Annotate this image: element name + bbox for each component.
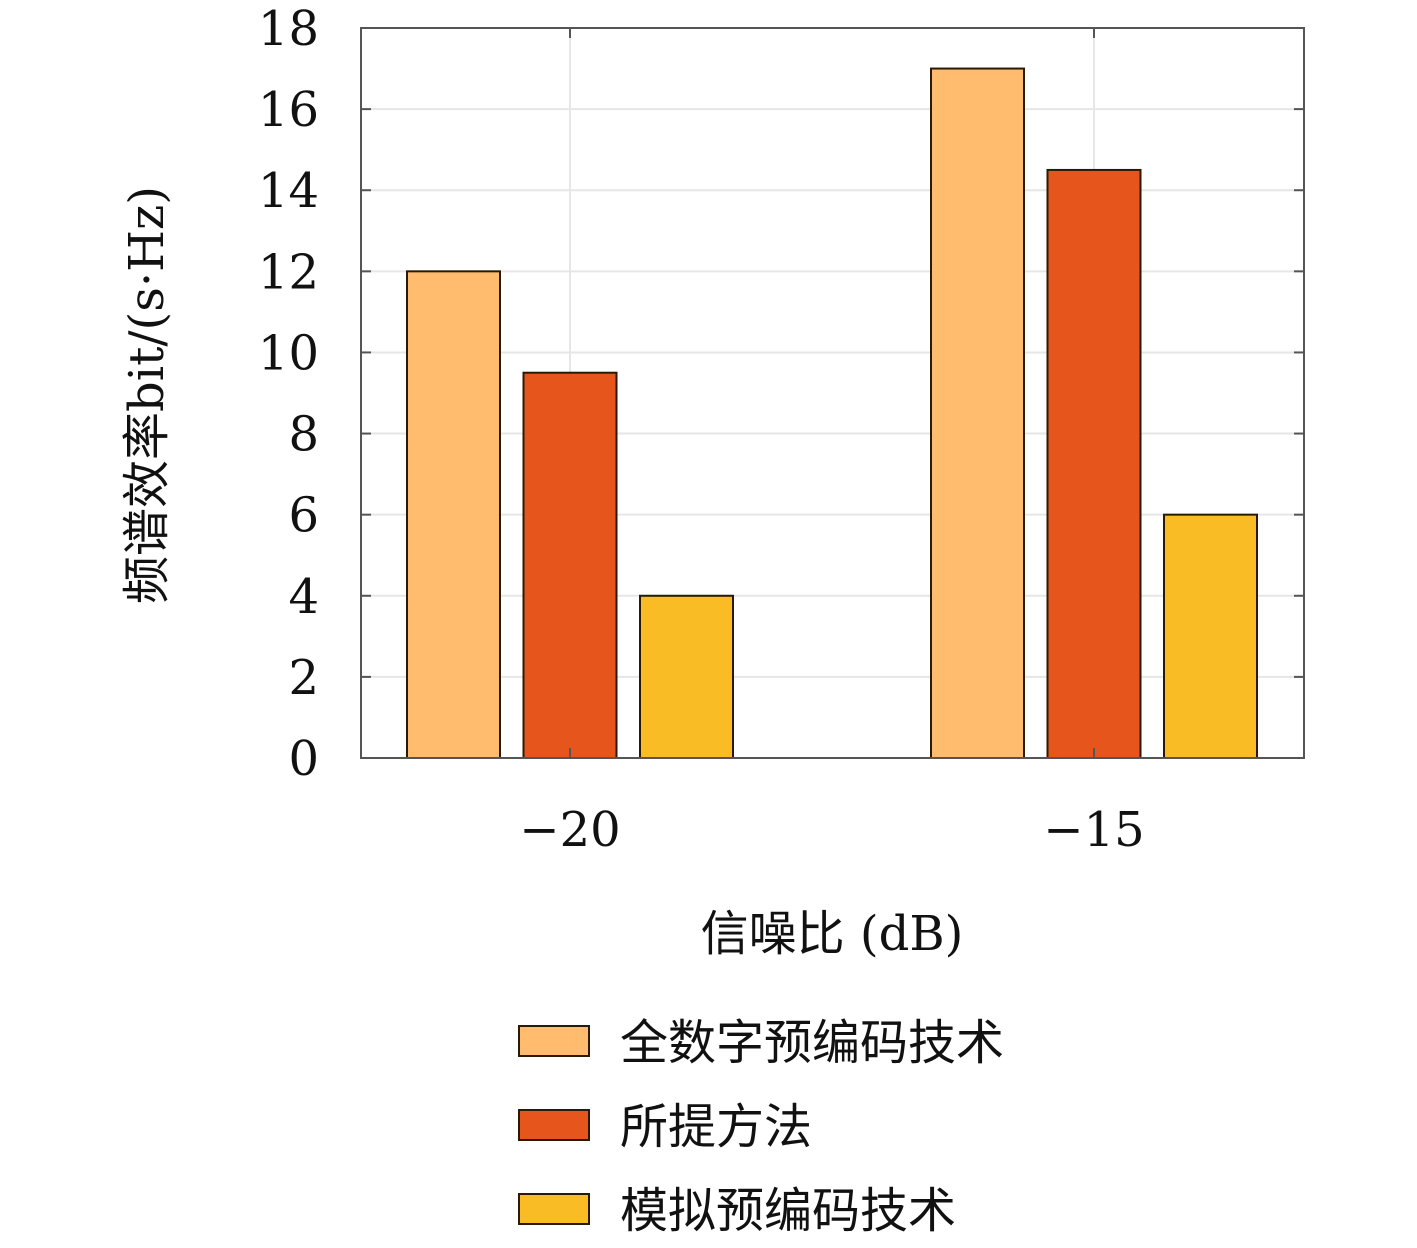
y-tick-label: 0	[288, 731, 319, 787]
y-tick-label: 2	[288, 650, 319, 706]
legend-swatch	[518, 1193, 590, 1225]
x-tick-labels: −20 −15	[519, 802, 1144, 858]
bar-series-2-cat-1	[1163, 513, 1258, 760]
bar-series-0-cat-1	[930, 67, 1025, 760]
legend-label: 所提方法	[620, 1099, 812, 1155]
plot-frame	[360, 27, 1305, 759]
x-axis-title: 信噪比 (dB)	[701, 906, 964, 962]
legend-label: 模拟预编码技术	[620, 1183, 956, 1239]
bar-series-1-cat-0	[522, 371, 618, 759]
bar-series-1-cat-1	[1046, 168, 1142, 759]
y-tick-label: 18	[258, 1, 319, 57]
y-tick-label: 4	[288, 569, 319, 625]
bar-series-0-cat-0	[406, 270, 501, 759]
legend-swatch	[518, 1109, 590, 1141]
y-tick-label: 16	[258, 82, 319, 138]
bar-series-2-cat-0	[639, 594, 734, 759]
bars	[406, 67, 1258, 760]
legend-swatch	[518, 1025, 590, 1057]
y-tick-label: 12	[258, 244, 319, 300]
y-tick-labels: 0 2 4 6 8 10 12 14 16 18	[258, 1, 319, 787]
grid	[361, 27, 1304, 759]
y-axis-title: 频谱效率bit/(s·Hz)	[119, 186, 175, 604]
legend-label: 全数字预编码技术	[620, 1015, 1004, 1071]
y-tick-label: 6	[288, 488, 319, 544]
y-tick-label: 10	[258, 325, 319, 381]
x-tick-label: −15	[1043, 802, 1144, 858]
x-tick-label: −20	[519, 802, 620, 858]
axis-ticks	[361, 27, 1304, 759]
y-tick-label: 14	[258, 163, 319, 219]
y-tick-label: 8	[288, 407, 319, 463]
